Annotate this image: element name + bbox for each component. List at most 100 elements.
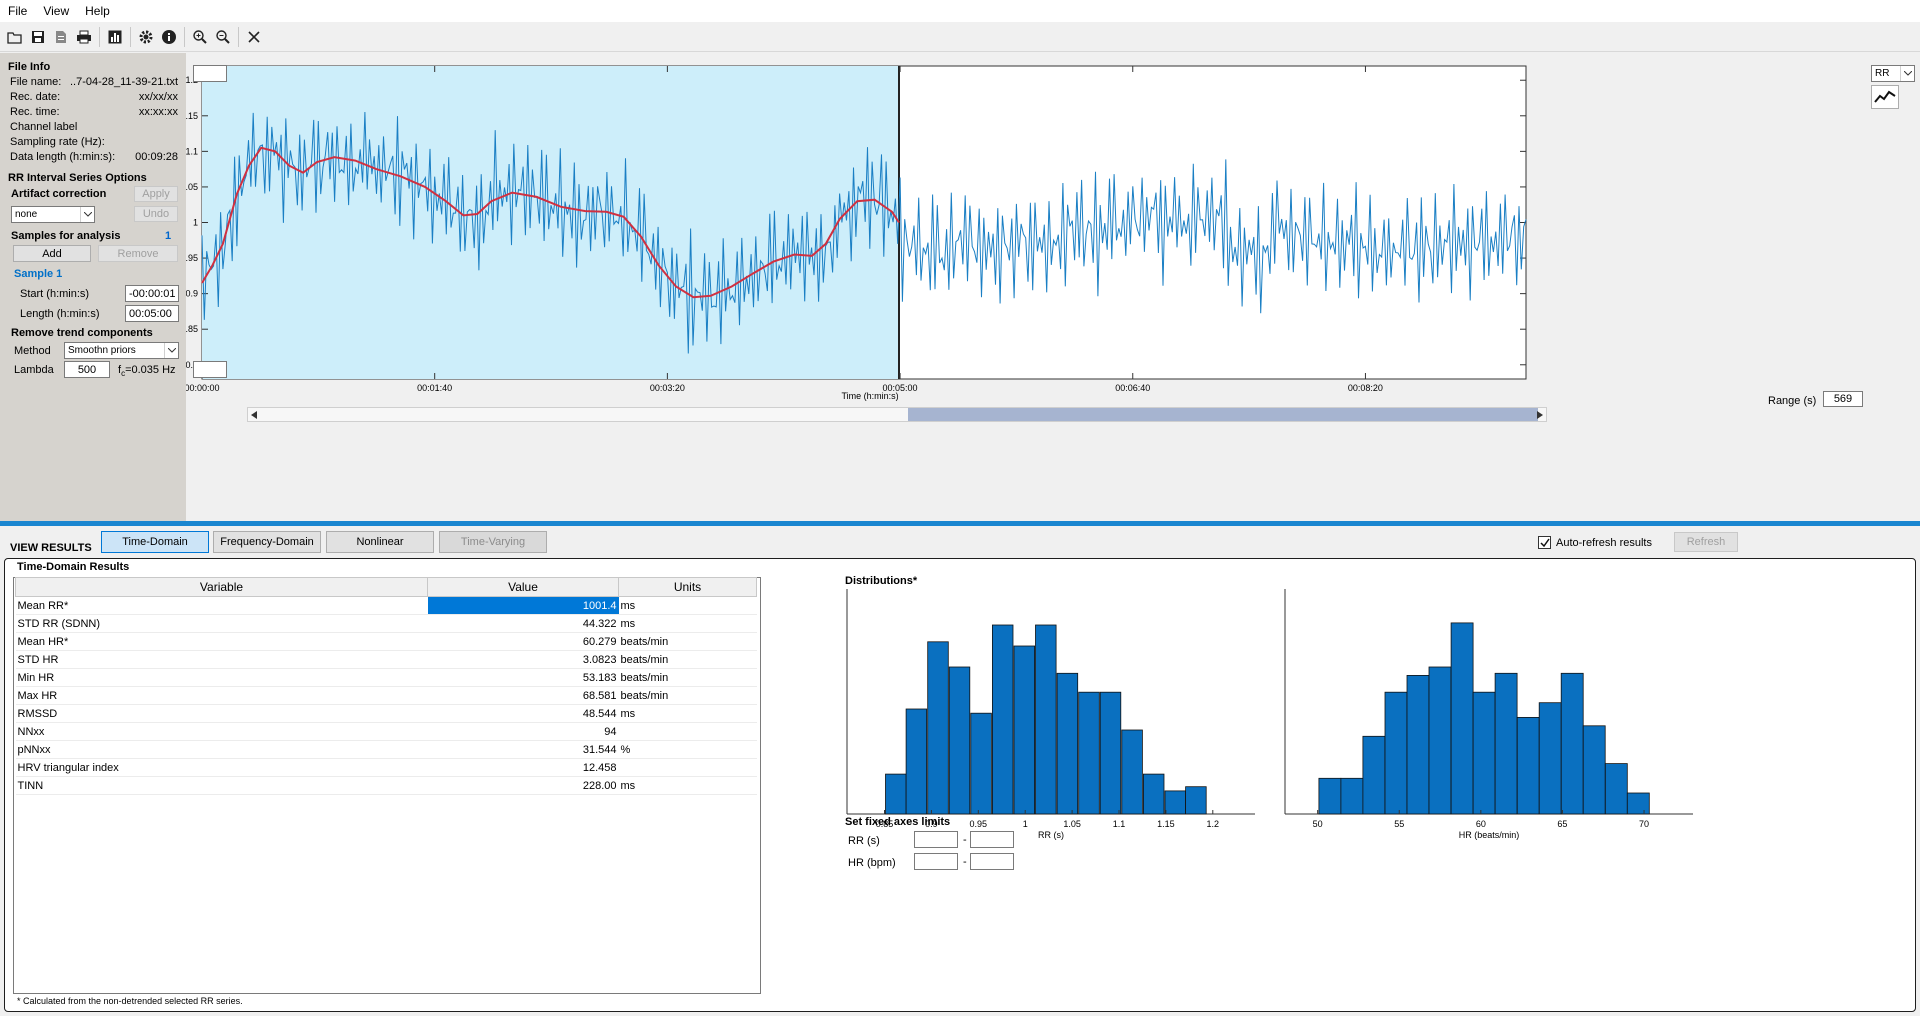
value-cell[interactable]: 31.544 [427,740,619,759]
table-row[interactable]: Max HR 68.581 beats/min [15,686,757,705]
variable-cell[interactable]: NNxx [15,722,428,741]
trend-title: Remove trend components [11,327,153,339]
tab-time-domain[interactable]: Time-Domain [101,531,209,553]
undo-button[interactable]: Undo [134,206,178,222]
settings-icon[interactable] [135,26,157,48]
units-cell[interactable]: beats/min [618,650,757,669]
add-sample-button[interactable]: Add [13,245,91,262]
scrollbar-thumb[interactable] [908,408,1538,421]
scroll-left-icon[interactable] [248,408,260,421]
units-cell[interactable]: beats/min [618,632,757,651]
hist-x-tick-label: 50 [1313,819,1323,829]
variable-cell[interactable]: pNNxx [15,740,428,759]
artifact-correction-select[interactable]: none [11,206,95,223]
table-row[interactable]: Mean HR* 60.279 beats/min [15,632,757,651]
units-cell[interactable]: beats/min [618,668,757,687]
method-select[interactable]: Smoothn priors [64,342,179,359]
units-cell[interactable]: % [618,740,757,759]
value-cell[interactable]: 228.00 [427,776,619,795]
table-row[interactable]: TINN 228.00 ms [15,776,757,795]
value-cell[interactable]: 94 [427,722,619,741]
units-cell[interactable]: beats/min [618,686,757,705]
checkbox-checked-icon[interactable] [1538,536,1551,549]
refresh-button[interactable]: Refresh [1674,532,1738,552]
value-cell[interactable]: 3.0823 [427,650,619,669]
lambda-input[interactable]: 500 [64,361,110,378]
info-icon[interactable] [158,26,180,48]
tab-frequency-domain[interactable]: Frequency-Domain [213,531,321,553]
zoom-out-icon[interactable] [212,26,234,48]
table-row[interactable]: HRV triangular index 12.458 [15,758,757,777]
units-cell[interactable]: ms [618,614,757,633]
variable-cell[interactable]: TINN [15,776,428,795]
chart-icon[interactable] [104,26,126,48]
rr-axis-max-input[interactable] [970,831,1014,848]
line-style-icon[interactable] [1871,85,1899,109]
variable-cell[interactable]: Mean HR* [15,632,428,651]
y-max-input[interactable] [193,65,227,82]
x-tick-label: 00:05:00 [883,383,918,393]
length-input[interactable]: 00:05:00 [125,305,179,322]
menu-file[interactable]: File [8,4,28,18]
histogram-bar [1384,691,1408,815]
table-row[interactable]: Mean RR* 1001.4 ms [15,596,757,615]
value-cell[interactable]: 1001.4 [427,596,619,615]
close-icon[interactable] [243,26,265,48]
x-tick-label: 00:06:40 [1115,383,1150,393]
tab-time-varying[interactable]: Time-Varying [439,531,547,553]
table-row[interactable]: NNxx 94 [15,722,757,741]
rr-axis-min-input[interactable] [914,831,958,848]
rr-series-plot[interactable]: 0.8 0.85 0.9 0.95 1 1.05 1.1 1.15 1.2 00:00:00 00:… [157,53,1920,521]
hist-x-tick-label: 55 [1394,819,1404,829]
remove-sample-button[interactable]: Remove [98,245,178,262]
hr-axis-min-input[interactable] [914,853,958,870]
value-cell[interactable]: 60.279 [427,632,619,651]
y-min-input[interactable] [193,361,227,378]
time-scrollbar[interactable] [247,407,1547,422]
menu-help[interactable]: Help [85,4,110,18]
print-icon[interactable] [73,26,95,48]
units-cell[interactable] [618,758,757,777]
units-cell[interactable]: ms [618,776,757,795]
units-cell[interactable] [618,722,757,741]
value-cell[interactable]: 48.544 [427,704,619,723]
value-cell[interactable]: 12.458 [427,758,619,777]
table-row[interactable]: STD HR 3.0823 beats/min [15,650,757,669]
open-icon[interactable] [4,26,26,48]
column-header-variable[interactable]: Variable [15,577,428,597]
value-cell[interactable]: 44.322 [427,614,619,633]
variable-cell[interactable]: RMSSD [15,704,428,723]
auto-refresh-label: Auto-refresh results [1556,536,1652,549]
hist-x-tick-label: 1 [1023,819,1028,829]
variable-cell[interactable]: HRV triangular index [15,758,428,777]
variable-cell[interactable]: STD RR (SDNN) [15,614,428,633]
series-select[interactable]: RR [1871,65,1915,82]
variable-cell[interactable]: STD HR [15,650,428,669]
cutoff-frequency-label: fc=0.035 Hz [118,364,176,379]
start-input[interactable]: -00:00:01 [125,285,179,302]
units-cell[interactable]: ms [618,704,757,723]
export-icon[interactable] [50,26,72,48]
tab-nonlinear[interactable]: Nonlinear [326,531,434,553]
menu-view[interactable]: View [43,4,70,18]
table-row[interactable]: RMSSD 48.544 ms [15,704,757,723]
variable-cell[interactable]: Max HR [15,686,428,705]
variable-cell[interactable]: Min HR [15,668,428,687]
save-icon[interactable] [27,26,49,48]
column-header-units[interactable]: Units [618,577,757,597]
table-row[interactable]: pNNxx 31.544% [15,740,757,759]
zoom-in-icon[interactable] [189,26,211,48]
hr-axis-max-input[interactable] [970,853,1014,870]
table-row[interactable]: Min HR 53.183 beats/min [15,668,757,687]
value-cell[interactable]: 68.581 [427,686,619,705]
range-input[interactable]: 569 [1823,391,1863,407]
apply-button[interactable]: Apply [134,186,178,202]
units-cell[interactable]: ms [618,596,757,615]
column-header-value[interactable]: Value [427,577,619,597]
variable-cell[interactable]: Mean RR* [15,596,428,615]
scroll-right-icon[interactable] [1534,408,1546,421]
value-cell[interactable]: 53.183 [427,668,619,687]
table-row[interactable]: STD RR (SDNN) 44.322 ms [15,614,757,633]
hist-x-tick-label: 0.9 [925,819,938,829]
auto-refresh-checkbox[interactable]: Auto-refresh results [1538,536,1652,549]
